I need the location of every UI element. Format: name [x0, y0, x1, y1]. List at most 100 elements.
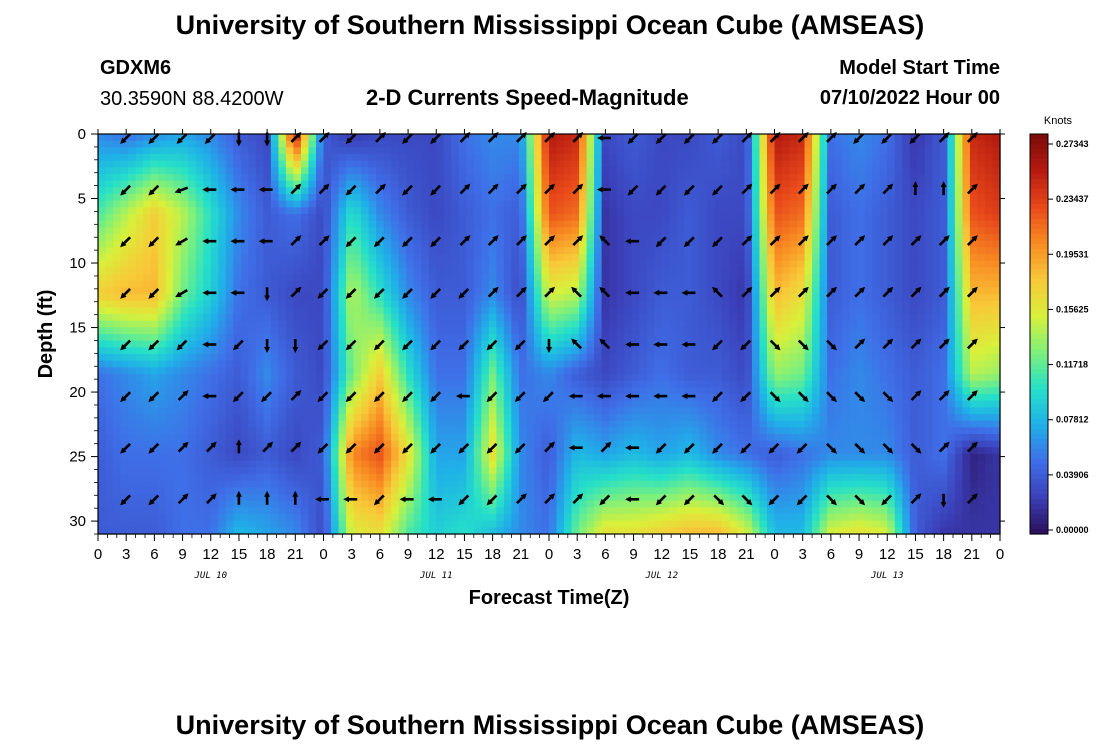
heat-cell	[376, 347, 385, 355]
heat-cell	[135, 440, 144, 448]
heat-cell	[195, 274, 204, 282]
heat-cell	[714, 294, 723, 302]
heat-cell	[248, 194, 257, 202]
heat-cell	[195, 507, 204, 515]
heat-cell	[428, 500, 437, 508]
heat-cell	[481, 260, 490, 268]
heat-cell	[98, 487, 107, 495]
heat-cell	[398, 260, 407, 268]
heat-cell	[458, 280, 467, 288]
heat-cell	[98, 194, 107, 202]
heat-cell	[331, 300, 340, 308]
heat-cell	[158, 214, 167, 222]
heat-cell	[436, 467, 445, 475]
heat-cell	[646, 360, 655, 368]
heat-cell	[135, 374, 144, 382]
heat-cell	[323, 247, 332, 255]
heat-cell	[676, 347, 685, 355]
heat-cell	[541, 360, 550, 368]
heat-cell	[413, 247, 422, 255]
heat-cell	[406, 327, 415, 335]
heat-cell	[391, 407, 400, 415]
heat-cell	[255, 400, 264, 408]
heat-cell	[496, 507, 505, 515]
heat-cell	[511, 194, 520, 202]
heat-cell	[721, 160, 730, 168]
heat-cell	[255, 160, 264, 168]
heat-cell	[699, 500, 708, 508]
heat-cell	[699, 434, 708, 442]
heat-cell	[315, 174, 325, 182]
heat-cell	[248, 500, 257, 508]
heat-cell	[609, 447, 618, 455]
heat-cell	[639, 354, 648, 362]
heat-cell	[353, 334, 362, 342]
heat-cell	[488, 467, 497, 475]
heat-cell	[270, 434, 279, 442]
heat-cell	[609, 374, 618, 382]
heat-cell	[691, 400, 700, 408]
heat-cell	[609, 214, 618, 222]
heat-cell	[413, 280, 422, 288]
heat-cell	[436, 160, 445, 168]
heat-cell	[654, 334, 663, 342]
heat-cell	[406, 154, 415, 162]
heat-cell	[285, 314, 295, 322]
heat-cell	[195, 240, 204, 248]
heat-cell	[428, 434, 437, 442]
heat-cell	[428, 174, 437, 182]
heat-cell	[676, 214, 685, 222]
heat-cell	[631, 287, 640, 295]
heat-cell	[676, 240, 685, 248]
heat-cell	[195, 160, 204, 168]
heat-cell	[391, 274, 400, 282]
heat-cell	[398, 454, 407, 462]
heat-cell	[98, 234, 107, 242]
heat-cell	[315, 320, 325, 328]
heat-cell	[188, 420, 197, 428]
heat-cell	[278, 194, 287, 202]
heat-cell	[443, 494, 452, 502]
heat-cell	[323, 340, 332, 348]
heat-cell	[188, 174, 197, 182]
heat-cell	[458, 520, 467, 528]
heat-cell	[218, 334, 227, 342]
heat-cell	[233, 234, 242, 242]
heat-cell	[436, 507, 445, 515]
heat-cell	[98, 307, 107, 315]
heat-cell	[699, 327, 708, 335]
heat-cell	[488, 214, 497, 222]
heat-cell	[609, 514, 618, 522]
heat-cell	[421, 334, 430, 342]
heat-cell	[278, 187, 287, 195]
heat-cell	[158, 420, 167, 428]
heat-cell	[263, 247, 272, 255]
heat-cell	[714, 227, 723, 235]
heat-cell	[113, 394, 122, 402]
heat-cell	[195, 447, 204, 455]
heat-cell	[188, 354, 197, 362]
heat-cell	[473, 220, 482, 228]
heat-cell	[654, 194, 663, 202]
heat-cell	[180, 420, 189, 428]
heat-cell	[511, 287, 520, 295]
heat-cell	[270, 494, 279, 502]
heat-cell	[676, 327, 685, 335]
heat-cell	[383, 220, 392, 228]
heat-cell	[278, 407, 287, 415]
heat-cell	[669, 447, 678, 455]
heat-cell	[518, 300, 528, 308]
heat-cell	[691, 367, 700, 375]
heat-cell	[143, 234, 152, 242]
heat-cell	[233, 314, 242, 322]
heat-cell	[639, 294, 648, 302]
heat-cell	[165, 254, 174, 262]
heat-cell	[315, 467, 325, 475]
heat-cell	[549, 280, 558, 288]
heat-cell	[331, 354, 340, 362]
heat-cell	[240, 180, 249, 188]
heat-cell	[503, 460, 513, 468]
heat-cell	[458, 527, 467, 535]
heat-cell	[135, 467, 144, 475]
heat-cell	[526, 247, 535, 255]
